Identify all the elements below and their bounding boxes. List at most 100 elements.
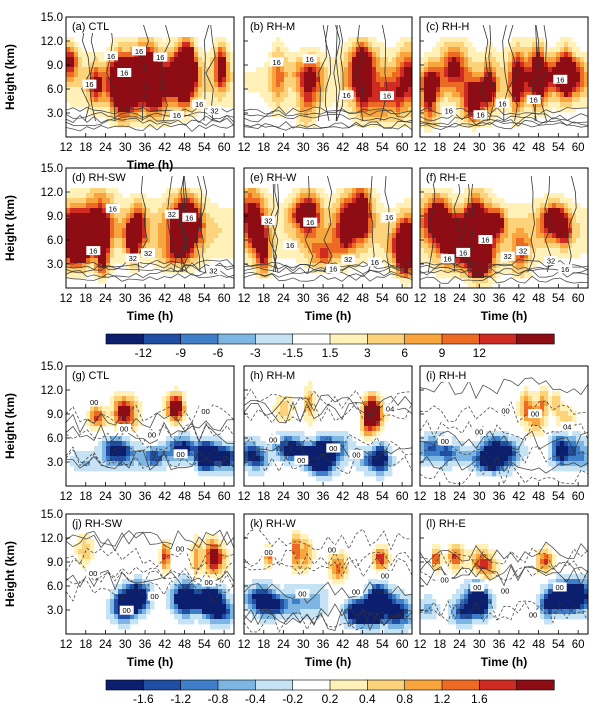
heatmap-cell bbox=[448, 77, 453, 83]
heatmap-cell bbox=[424, 243, 429, 249]
heatmap-cell bbox=[280, 243, 285, 249]
contour-line bbox=[272, 175, 279, 273]
heatmap-cell bbox=[364, 82, 369, 88]
heatmap-cell bbox=[356, 238, 361, 244]
heatmap-cell bbox=[78, 188, 83, 194]
heatmap-cell bbox=[508, 268, 513, 274]
heatmap-cell bbox=[182, 112, 187, 118]
heatmap-cell bbox=[174, 52, 179, 58]
heatmap-cell bbox=[138, 112, 143, 118]
heatmap-cell bbox=[392, 233, 397, 239]
heatmap-cell bbox=[364, 253, 369, 259]
heatmap-cell bbox=[198, 82, 203, 88]
heatmap-cell bbox=[376, 228, 381, 234]
heatmap-cell bbox=[464, 62, 469, 68]
heatmap-cell bbox=[142, 258, 147, 264]
heatmap-cell bbox=[360, 198, 365, 204]
heatmap-cell bbox=[130, 461, 135, 467]
heatmap-cell bbox=[300, 92, 305, 98]
heatmap-cell bbox=[304, 248, 309, 254]
contour-line bbox=[317, 24, 327, 122]
heatmap-cell bbox=[320, 243, 325, 249]
heatmap-cell bbox=[194, 37, 199, 43]
heatmap-cell bbox=[198, 203, 203, 209]
y-tick-label: 3.0 bbox=[47, 108, 63, 120]
heatmap-cell bbox=[288, 62, 293, 68]
heatmap-cell bbox=[230, 253, 235, 259]
heatmap-cell bbox=[248, 446, 253, 452]
heatmap-cell bbox=[396, 263, 401, 269]
heatmap-cell bbox=[508, 97, 513, 103]
heatmap-cell bbox=[448, 456, 453, 462]
heatmap-cell bbox=[340, 446, 345, 452]
heatmap-cell bbox=[312, 436, 317, 442]
heatmap-cell bbox=[428, 97, 433, 103]
heatmap-cell bbox=[98, 208, 103, 214]
heatmap-cell bbox=[380, 72, 385, 78]
heatmap-cell bbox=[304, 203, 309, 209]
heatmap-cell bbox=[524, 233, 529, 239]
heatmap-cell bbox=[300, 258, 305, 264]
heatmap-cell bbox=[154, 223, 159, 229]
heatmap-cell bbox=[540, 253, 545, 259]
heatmap-cell bbox=[280, 416, 285, 422]
heatmap-cell bbox=[324, 57, 329, 63]
heatmap-cell bbox=[66, 82, 71, 88]
heatmap-cell bbox=[388, 243, 393, 249]
heatmap-cell bbox=[552, 203, 557, 209]
heatmap-cell bbox=[332, 203, 337, 209]
heatmap-cell bbox=[480, 188, 485, 194]
heatmap-cell bbox=[166, 416, 171, 422]
heatmap-cell bbox=[376, 67, 381, 73]
heatmap-cell bbox=[340, 263, 345, 269]
heatmap-cell bbox=[572, 218, 577, 224]
heatmap-cell bbox=[536, 253, 541, 259]
contour-label-box bbox=[294, 455, 309, 465]
heatmap-cell bbox=[114, 451, 119, 457]
heatmap-cell bbox=[276, 446, 281, 452]
contour-label: 16 bbox=[173, 111, 181, 120]
heatmap-cell bbox=[158, 122, 163, 128]
heatmap-cell bbox=[230, 62, 235, 68]
heatmap-cell bbox=[524, 273, 529, 279]
heatmap-cell bbox=[572, 248, 577, 254]
heatmap-cell bbox=[230, 82, 235, 88]
heatmap-cell bbox=[348, 57, 353, 63]
heatmap-cell bbox=[214, 82, 219, 88]
heatmap-cell bbox=[106, 218, 111, 224]
heatmap-cell bbox=[512, 263, 517, 269]
heatmap-cell bbox=[448, 92, 453, 98]
heatmap-cell bbox=[288, 431, 293, 437]
heatmap-cell bbox=[400, 47, 405, 53]
heatmap-cell bbox=[460, 67, 465, 73]
heatmap-cell bbox=[284, 208, 289, 214]
heatmap-cell bbox=[292, 97, 297, 103]
heatmap-cell bbox=[82, 466, 87, 472]
heatmap-cell bbox=[296, 52, 301, 58]
heatmap-cell bbox=[360, 238, 365, 244]
heatmap-cell bbox=[316, 466, 321, 472]
heatmap-cell bbox=[428, 431, 433, 437]
heatmap-cell bbox=[376, 193, 381, 199]
heatmap-cell bbox=[324, 193, 329, 199]
heatmap-cell bbox=[90, 67, 95, 73]
heatmap-cell bbox=[138, 67, 143, 73]
heatmap-cell bbox=[150, 258, 155, 264]
heatmap-cell bbox=[524, 82, 529, 88]
heatmap-cell bbox=[182, 258, 187, 264]
heatmap-cell bbox=[190, 203, 195, 209]
heatmap-cell bbox=[420, 77, 425, 83]
heatmap-cell bbox=[130, 72, 135, 78]
heatmap-cell bbox=[122, 208, 127, 214]
heatmap-cell bbox=[288, 203, 293, 209]
heatmap-cell bbox=[576, 92, 581, 98]
heatmap-cell bbox=[296, 436, 301, 442]
heatmap-cell bbox=[584, 52, 589, 58]
heatmap-cell bbox=[372, 243, 377, 249]
heatmap-cell bbox=[560, 238, 565, 244]
heatmap-cell bbox=[276, 431, 281, 437]
heatmap-cell bbox=[308, 102, 313, 108]
heatmap-cell bbox=[304, 193, 309, 199]
heatmap-cell bbox=[372, 37, 377, 43]
y-tick-label: 12.0 bbox=[41, 187, 63, 199]
